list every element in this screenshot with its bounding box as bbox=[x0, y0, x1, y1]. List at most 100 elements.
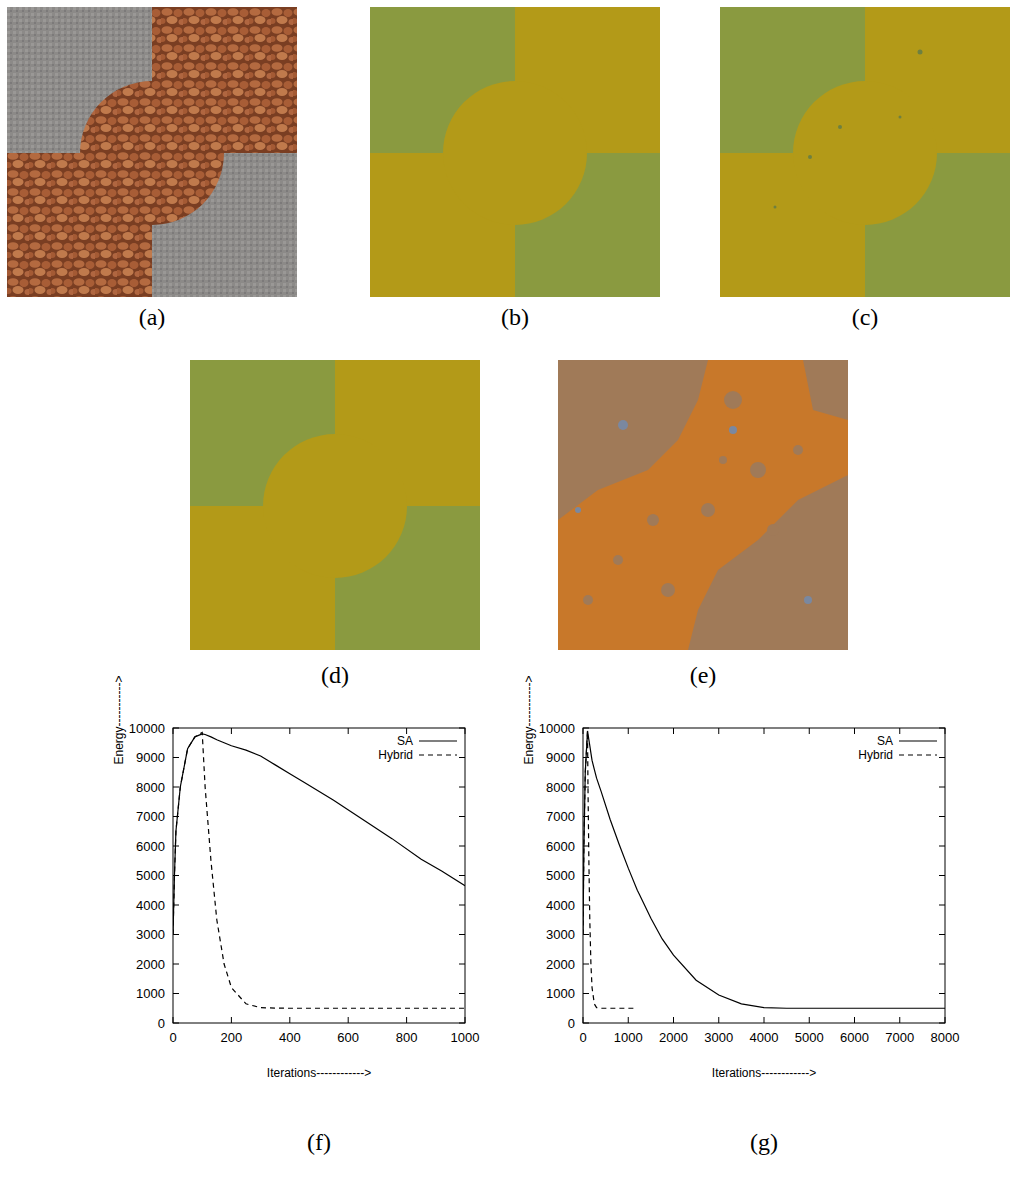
x-tick-label: 600 bbox=[337, 1030, 359, 1045]
y-tick bbox=[583, 1023, 589, 1024]
region bbox=[80, 81, 224, 225]
y-axis-title: Energy-----------> bbox=[112, 676, 126, 765]
x-tick bbox=[231, 728, 232, 734]
y-axis-title: Energy-----------> bbox=[522, 676, 536, 765]
y-tick bbox=[459, 964, 465, 965]
speck bbox=[724, 391, 742, 409]
x-tick-label: 2000 bbox=[659, 1030, 688, 1045]
y-tick-label: 7000 bbox=[546, 809, 575, 824]
panel-label: (b) bbox=[501, 304, 529, 330]
x-tick bbox=[673, 728, 674, 734]
y-tick-label: 3000 bbox=[546, 927, 575, 942]
x-tick bbox=[809, 728, 810, 734]
region bbox=[7, 7, 297, 297]
x-tick-label: 5000 bbox=[795, 1030, 824, 1045]
x-tick bbox=[718, 728, 719, 734]
x-tick bbox=[854, 1017, 855, 1023]
y-tick bbox=[583, 964, 589, 965]
image-panel bbox=[370, 7, 660, 297]
y-tick-label: 3000 bbox=[136, 927, 165, 942]
y-tick bbox=[173, 1023, 179, 1024]
speck bbox=[750, 462, 766, 478]
y-tick bbox=[939, 846, 945, 847]
speck bbox=[918, 50, 923, 55]
x-tick-label: 0 bbox=[579, 1030, 586, 1045]
speck bbox=[808, 155, 812, 159]
y-tick bbox=[939, 757, 945, 758]
data-group bbox=[173, 732, 465, 1008]
speck bbox=[729, 426, 737, 434]
region bbox=[190, 360, 480, 650]
panel-label: (a) bbox=[139, 304, 166, 330]
speck bbox=[793, 445, 803, 455]
y-tick bbox=[173, 993, 179, 994]
image-panel bbox=[7, 7, 297, 297]
speck bbox=[719, 456, 727, 464]
series-line bbox=[583, 731, 945, 1008]
speck bbox=[583, 595, 593, 605]
y-tick-label: 6000 bbox=[546, 839, 575, 854]
y-tick bbox=[459, 846, 465, 847]
y-tick bbox=[939, 964, 945, 965]
region bbox=[443, 81, 587, 225]
x-tick-label: 7000 bbox=[885, 1030, 914, 1045]
y-tick bbox=[459, 905, 465, 906]
x-tick-label: 3000 bbox=[704, 1030, 733, 1045]
y-tick bbox=[173, 816, 179, 817]
region bbox=[558, 360, 848, 650]
x-tick bbox=[465, 728, 466, 734]
x-tick bbox=[945, 1017, 946, 1023]
panel-label: (f) bbox=[307, 1129, 331, 1155]
y-tick bbox=[173, 964, 179, 965]
speck bbox=[804, 596, 812, 604]
x-tick-label: 800 bbox=[396, 1030, 418, 1045]
x-tick-label: 200 bbox=[221, 1030, 243, 1045]
region bbox=[720, 7, 1010, 297]
region bbox=[263, 434, 407, 578]
x-tick bbox=[465, 1017, 466, 1023]
x-tick bbox=[406, 1017, 407, 1023]
y-tick-label: 1000 bbox=[136, 986, 165, 1001]
legend-swatch bbox=[419, 754, 457, 755]
x-tick bbox=[628, 728, 629, 734]
panel-label: (d) bbox=[321, 662, 349, 688]
x-tick-label: 4000 bbox=[750, 1030, 779, 1045]
x-tick bbox=[348, 1017, 349, 1023]
y-tick-label: 5000 bbox=[546, 868, 575, 883]
panel-label: (e) bbox=[690, 662, 717, 688]
y-tick bbox=[583, 934, 589, 935]
x-tick bbox=[289, 1017, 290, 1023]
y-tick-label: 8000 bbox=[546, 780, 575, 795]
image-panel bbox=[190, 360, 480, 650]
x-axis-title: Iterations------------> bbox=[267, 1066, 371, 1080]
figure: (a)(b)(c)(d)(e)0100020003000400050006000… bbox=[0, 0, 1016, 1199]
y-tick bbox=[583, 993, 589, 994]
y-tick bbox=[459, 757, 465, 758]
y-tick bbox=[459, 993, 465, 994]
y-tick-label: 0 bbox=[158, 1016, 165, 1031]
x-tick-label: 0 bbox=[169, 1030, 176, 1045]
legend-swatch bbox=[899, 740, 937, 741]
x-tick-label: 6000 bbox=[840, 1030, 869, 1045]
series-line bbox=[173, 734, 465, 935]
x-tick-label: 1000 bbox=[451, 1030, 480, 1045]
panel-label: (c) bbox=[852, 304, 879, 330]
y-tick bbox=[173, 787, 179, 788]
x-tick bbox=[764, 1017, 765, 1023]
y-tick-label: 10000 bbox=[129, 721, 165, 736]
line-chart: 0100020003000400050006000700080009000100… bbox=[112, 676, 479, 1156]
x-tick bbox=[173, 728, 174, 734]
y-tick bbox=[583, 728, 589, 729]
image-panel bbox=[720, 7, 1010, 297]
speck bbox=[701, 503, 715, 517]
y-tick-label: 2000 bbox=[546, 957, 575, 972]
y-tick bbox=[583, 787, 589, 788]
y-tick bbox=[939, 905, 945, 906]
legend-label: SA bbox=[397, 734, 413, 748]
y-tick-label: 9000 bbox=[546, 750, 575, 765]
panel-label: (g) bbox=[750, 1129, 778, 1155]
y-tick bbox=[939, 875, 945, 876]
y-tick-label: 9000 bbox=[136, 750, 165, 765]
y-tick bbox=[459, 816, 465, 817]
speck bbox=[575, 507, 581, 513]
